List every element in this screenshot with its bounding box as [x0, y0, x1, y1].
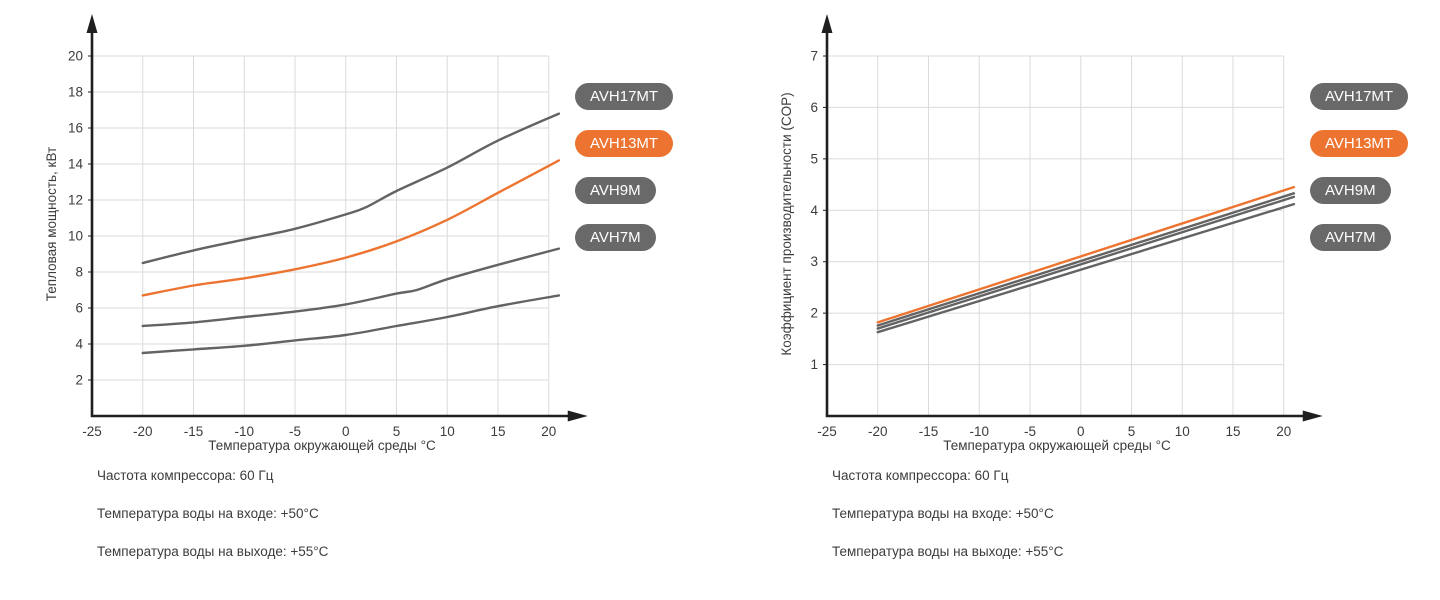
legend-pill-avh9m[interactable]: AVH9M [575, 177, 656, 204]
note-water-outlet-temperature: Температура воды на выходе: +55°C [832, 544, 1064, 559]
y-tick-label: 1 [810, 357, 818, 372]
grid-lines [92, 55, 550, 416]
grid-lines [827, 55, 1285, 416]
tick-labels: -25 -20 -15 -10 -5 0 5 10 15 20 2 4 6 8 10 12 14 16 18 20 [68, 49, 556, 440]
cop-x-axis-title: Температура окружающей среды °C [943, 438, 1171, 453]
cop-conditions-notes: Частота компрессора: 60 Гц Температура в… [832, 468, 1063, 582]
y-tick-label: 14 [68, 157, 84, 172]
legend-pill-avh7m[interactable]: AVH7M [575, 224, 656, 251]
heat-power-chart-block: Тепловая мощность, кВт -25 -20 -15 -10 -5 0 5 1… [30, 0, 730, 600]
note-water-outlet-temperature: Температура воды на выходе: +55°C [97, 544, 329, 559]
series-line-avh13mt [876, 185, 1296, 324]
legend-pill-avh13mt[interactable]: AVH13MT [1310, 130, 1409, 157]
x-tick-label: -25 [82, 424, 102, 439]
series-line-avh17mt [141, 112, 561, 265]
x-tick-label: 0 [342, 424, 350, 439]
series-line-avh13mt [141, 159, 561, 297]
series-line-avh9m [876, 195, 1296, 330]
x-tick-label: 15 [490, 424, 505, 439]
heat-power-conditions-notes: Частота компрессора: 60 Гц Температура в… [97, 468, 328, 582]
y-axis-arrow [821, 14, 833, 33]
legend-pill-avh9m[interactable]: AVH9M [1310, 177, 1391, 204]
x-tick-label: -15 [184, 424, 204, 439]
x-axis-arrow [567, 410, 588, 422]
note-compressor-frequency: Частота компрессора: 60 Гц [97, 468, 274, 483]
tick-marks [823, 55, 827, 366]
note-water-inlet-temperature: Температура воды на входе: +50°C [97, 506, 319, 521]
y-tick-label: 4 [75, 337, 83, 352]
note-water-inlet-temperature: Температура воды на входе: +50°C [832, 506, 1054, 521]
series-line-avh9m [141, 247, 561, 328]
x-tick-label: -15 [919, 424, 939, 439]
x-tick-label: -20 [133, 424, 153, 439]
note-compressor-frequency: Частота компрессора: 60 Гц [832, 468, 1009, 483]
x-tick-label: 10 [440, 424, 455, 439]
y-tick-label: 3 [810, 254, 818, 269]
x-tick-label: 5 [1128, 424, 1136, 439]
y-tick-label: 12 [68, 193, 83, 208]
x-tick-label: -10 [969, 424, 989, 439]
x-tick-label: -5 [289, 424, 301, 439]
legend-pill-avh13mt[interactable]: AVH13MT [575, 130, 674, 157]
series-line-avh7m [141, 294, 561, 355]
heat-power-plot: -25 -20 -15 -10 -5 0 5 10 15 20 2 4 6 8 10 12 14 16 18 20 [68, 14, 588, 440]
legend-pill-avh17mt[interactable]: AVH17MT [575, 83, 674, 110]
cop-plot: -25 -20 -15 -10 -5 0 5 10 15 20 1 2 3 4 5 6 7 [810, 14, 1323, 440]
x-tick-label: 20 [1276, 424, 1291, 439]
series-line-avh17mt [876, 192, 1296, 327]
y-tick-label: 2 [75, 373, 83, 388]
cop-legend: AVH17MT AVH13MT AVH9M AVH7M [1310, 83, 1409, 251]
axes [825, 30, 1306, 418]
x-tick-label: 20 [541, 424, 556, 439]
legend-pill-avh7m[interactable]: AVH7M [1310, 224, 1391, 251]
heat-power-x-axis-title: Температура окружающей среды °C [208, 438, 436, 453]
axes [90, 30, 571, 418]
x-tick-label: -5 [1024, 424, 1036, 439]
x-tick-label: -25 [817, 424, 837, 439]
legend-pill-avh17mt[interactable]: AVH17MT [1310, 83, 1409, 110]
x-tick-label: -20 [868, 424, 888, 439]
cop-chart-block: Коэффициент производительности (COP) -25… [765, 0, 1440, 600]
y-tick-label: 18 [68, 85, 83, 100]
heat-power-legend: AVH17MT AVH13MT AVH9M AVH7M [575, 83, 674, 251]
y-tick-label: 6 [75, 301, 83, 316]
y-tick-label: 16 [68, 121, 83, 136]
x-tick-label: 15 [1225, 424, 1240, 439]
x-tick-label: 0 [1077, 424, 1085, 439]
y-tick-label: 4 [810, 203, 818, 218]
x-tick-label: 10 [1175, 424, 1190, 439]
tick-marks [88, 55, 92, 381]
x-tick-label: 5 [393, 424, 401, 439]
y-axis-arrow [86, 14, 98, 33]
y-tick-label: 20 [68, 49, 83, 64]
y-tick-label: 5 [810, 151, 818, 166]
y-tick-label: 10 [68, 229, 83, 244]
tick-labels: -25 -20 -15 -10 -5 0 5 10 15 20 1 2 3 4 5 6 7 [810, 49, 1291, 440]
y-tick-label: 8 [75, 265, 83, 280]
series-line-avh7m [876, 202, 1296, 334]
y-tick-label: 6 [810, 100, 818, 115]
y-tick-label: 7 [810, 49, 818, 64]
y-tick-label: 2 [810, 306, 818, 321]
x-tick-label: -10 [234, 424, 254, 439]
x-axis-arrow [1302, 410, 1323, 422]
